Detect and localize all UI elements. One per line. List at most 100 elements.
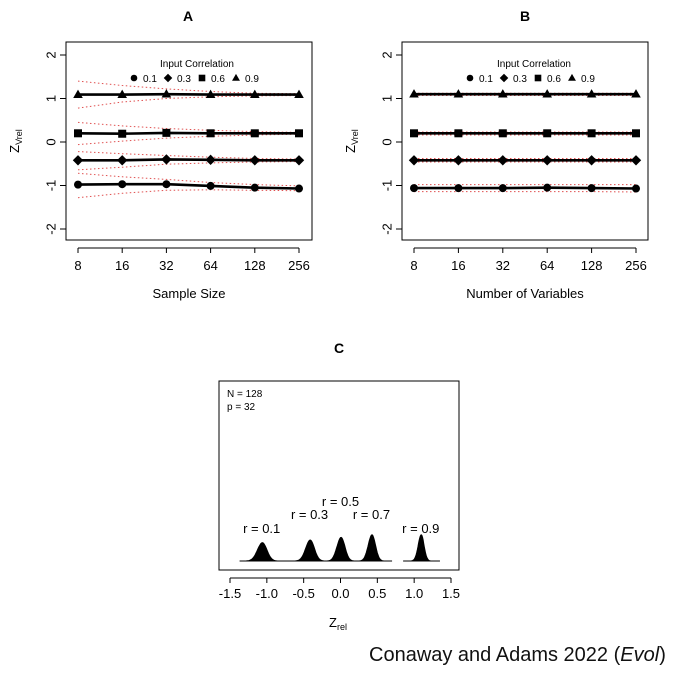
- y-tick-label: 2: [44, 51, 59, 58]
- panel-c-annotation-p: p = 32: [227, 402, 256, 413]
- panel-b-letter: B: [520, 8, 530, 24]
- x-tick-label: -0.5: [292, 586, 314, 601]
- legend-label: 0.1: [143, 74, 157, 85]
- y-tick-label: 0: [380, 138, 395, 145]
- panel-b-plot-frame: [401, 41, 649, 241]
- panel-c-densities: [239, 534, 440, 562]
- legend-label: 0.1: [479, 74, 493, 85]
- data-point-diamond: [117, 155, 128, 166]
- data-point-circle: [498, 184, 507, 193]
- x-tick-label: 64: [203, 258, 217, 273]
- panel-a: A -2 -1 0 1 2 8 16 32 64 128 256 Input Correlatio…: [7, 8, 313, 301]
- panel-b-y-title: ZVrel: [343, 129, 360, 153]
- data-point-circle: [454, 184, 463, 193]
- legend-label: 0.6: [211, 74, 225, 85]
- data-point-circle: [250, 183, 259, 192]
- series-line-square: [77, 131, 299, 136]
- y-tick-label: -1: [44, 180, 59, 192]
- data-point-diamond: [205, 154, 216, 166]
- panel-a-legend-title: Input Correlation: [160, 59, 234, 70]
- y-tick-label: 0: [44, 138, 59, 145]
- x-tick-label: 32: [496, 258, 510, 273]
- legend-marker-circle: [130, 74, 138, 82]
- y-tick-label: -2: [44, 223, 59, 235]
- data-point-square: [543, 129, 552, 138]
- x-tick-label: 1.5: [442, 586, 460, 601]
- data-point-square: [295, 129, 303, 138]
- data-point-square: [250, 129, 259, 138]
- data-point-triangle: [73, 89, 83, 98]
- data-point-triangle: [453, 89, 464, 98]
- panel-a-x-axis: 8 16 32 64 128 256: [74, 247, 310, 273]
- density-label: r = 0.3: [291, 507, 328, 522]
- citation-journal: Evol: [620, 644, 660, 666]
- data-point-triangle: [542, 89, 552, 98]
- data-point-diamond: [161, 154, 172, 165]
- data-point-circle: [410, 184, 418, 193]
- density-r-03: [294, 539, 325, 562]
- x-tick-label: 256: [625, 258, 647, 273]
- x-tick-label: 0.0: [331, 586, 349, 601]
- legend-label: 0.9: [581, 74, 595, 85]
- data-point-diamond: [497, 155, 508, 166]
- legend-label: 0.3: [177, 74, 191, 85]
- data-point-diamond: [586, 155, 597, 166]
- data-point-square: [410, 129, 418, 138]
- data-point-triangle: [161, 89, 172, 98]
- data-point-square: [587, 129, 596, 138]
- legend-label: 0.3: [513, 74, 527, 85]
- confidence-band-lower-triangle: [77, 95, 300, 109]
- panel-b-series-lines: [414, 92, 637, 190]
- data-point-triangle: [631, 89, 641, 98]
- data-point-triangle: [205, 89, 216, 98]
- data-point-diamond: [542, 155, 553, 166]
- x-tick-label: 0.5: [368, 586, 386, 601]
- citation-end: ): [659, 644, 666, 666]
- citation-text: Conaway and Adams 2022 (: [369, 644, 621, 666]
- legend-label: 0.6: [547, 74, 561, 85]
- data-point-circle: [206, 181, 215, 190]
- data-point-diamond: [293, 155, 305, 166]
- legend-marker-triangle: [568, 73, 576, 81]
- panel-b-points: [408, 89, 642, 193]
- legend-marker-triangle: [232, 73, 240, 81]
- data-point-triangle: [117, 89, 127, 98]
- x-tick-label: 8: [74, 258, 81, 273]
- legend-marker-square: [198, 74, 206, 82]
- data-point-square: [206, 129, 215, 138]
- density-r-09: [410, 534, 431, 562]
- confidence-band-upper-circle: [77, 172, 300, 187]
- x-tick-label: -1.5: [219, 586, 241, 601]
- panel-a-x-title: Sample Size: [153, 286, 226, 301]
- panel-c-density-labels: r = 0.1 r = 0.3r = 0.5r = 0.7 r = 0.9: [243, 494, 439, 536]
- panel-b-y-axis: -2 -1 0 1 2: [380, 51, 402, 235]
- data-point-square: [162, 128, 171, 137]
- density-label: r = 0.7: [353, 507, 390, 522]
- density-r-05: [327, 536, 354, 562]
- x-tick-label: 8: [410, 258, 417, 273]
- y-tick-label: -2: [380, 223, 395, 235]
- data-point-diamond: [249, 155, 260, 166]
- data-point-diamond: [453, 155, 464, 166]
- panel-a-y-axis: -2 -1 0 1 2: [44, 51, 66, 235]
- panel-a-series-lines: [77, 92, 300, 190]
- x-tick-label: 16: [115, 258, 129, 273]
- density-r-07: [359, 534, 384, 562]
- data-point-circle: [162, 180, 171, 189]
- y-tick-label: 1: [44, 95, 59, 102]
- legend-label: 0.9: [245, 74, 259, 85]
- y-tick-label: 2: [380, 51, 395, 58]
- panel-a-points: [72, 89, 305, 193]
- legend-marker-diamond: [163, 73, 173, 83]
- panel-b: B -2 -1 0 1 2 8 16 32 64 128 256 Input Correlatio…: [343, 8, 649, 301]
- panel-b-x-axis: 8 16 32 64 128 256: [410, 247, 647, 273]
- panel-a-letter: A: [183, 8, 193, 24]
- data-point-diamond: [408, 155, 420, 166]
- data-point-triangle: [250, 89, 260, 98]
- y-tick-label: 1: [380, 95, 395, 102]
- data-point-circle: [118, 180, 127, 189]
- data-point-square: [632, 129, 640, 138]
- x-tick-label: 128: [244, 258, 266, 273]
- data-point-circle: [632, 184, 640, 193]
